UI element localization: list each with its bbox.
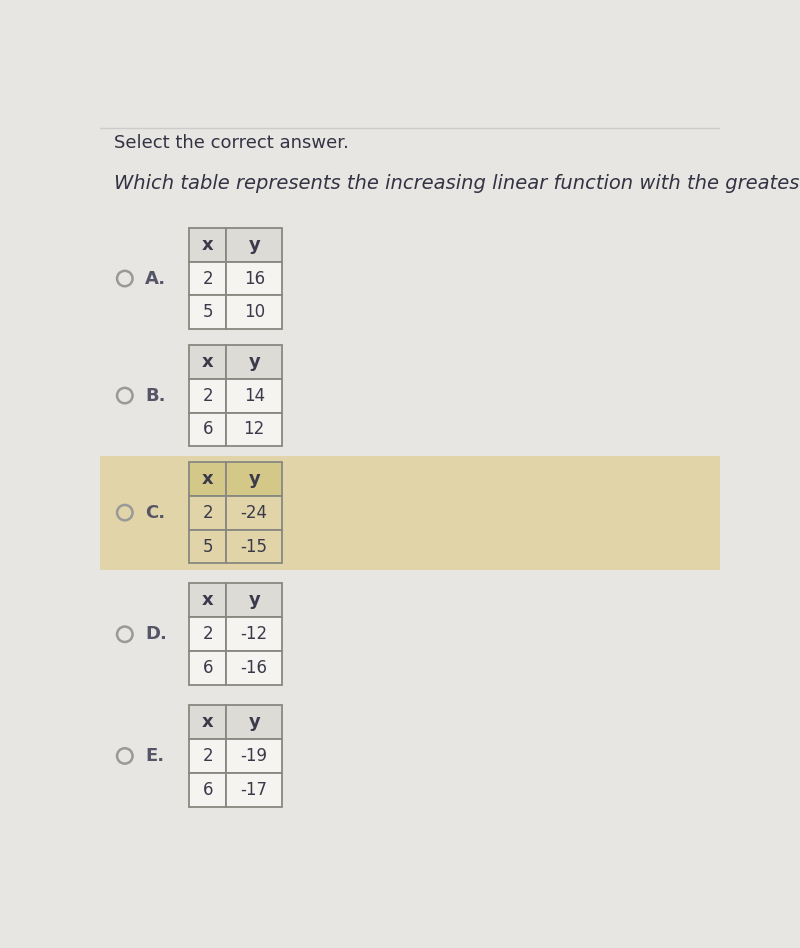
Bar	[226, 496, 282, 530]
Text: -16: -16	[241, 659, 268, 677]
Bar	[226, 462, 282, 496]
Text: 6: 6	[202, 659, 213, 677]
Text: D.: D.	[145, 626, 167, 644]
Text: 12: 12	[243, 421, 265, 439]
Text: B.: B.	[145, 387, 166, 405]
Bar	[226, 262, 282, 296]
Text: -12: -12	[241, 626, 268, 644]
Bar	[189, 651, 226, 685]
Bar	[189, 262, 226, 296]
Text: y: y	[248, 353, 260, 371]
Text: y: y	[248, 713, 260, 731]
Bar	[189, 583, 226, 617]
Text: x: x	[202, 592, 214, 610]
Text: 2: 2	[202, 269, 213, 287]
Bar	[189, 530, 226, 563]
Bar	[226, 617, 282, 651]
Bar	[226, 378, 282, 412]
Bar	[189, 296, 226, 329]
Text: -19: -19	[241, 747, 268, 765]
Text: 6: 6	[202, 421, 213, 439]
Bar	[189, 228, 226, 262]
Bar	[189, 345, 226, 378]
Bar	[226, 530, 282, 563]
Text: -15: -15	[241, 538, 268, 556]
Bar	[189, 773, 226, 807]
Text: Which table represents the increasing linear function with the greatest unit rat: Which table represents the increasing li…	[114, 173, 800, 192]
Text: 6: 6	[202, 781, 213, 799]
Text: Select the correct answer.: Select the correct answer.	[114, 134, 349, 152]
Text: 2: 2	[202, 747, 213, 765]
Bar	[226, 739, 282, 773]
Text: 16: 16	[244, 269, 265, 287]
Bar	[189, 462, 226, 496]
Text: y: y	[248, 592, 260, 610]
Bar	[189, 739, 226, 773]
Text: x: x	[202, 353, 214, 371]
Bar	[226, 651, 282, 685]
Text: y: y	[248, 470, 260, 487]
Bar	[189, 496, 226, 530]
Text: E.: E.	[145, 747, 164, 765]
Text: x: x	[202, 713, 214, 731]
Bar	[226, 228, 282, 262]
Text: -24: -24	[241, 503, 268, 521]
Text: y: y	[248, 236, 260, 254]
Bar	[226, 583, 282, 617]
Text: 5: 5	[202, 303, 213, 321]
Bar	[226, 296, 282, 329]
Text: 10: 10	[244, 303, 265, 321]
Bar	[189, 617, 226, 651]
Text: 14: 14	[244, 387, 265, 405]
Text: -17: -17	[241, 781, 268, 799]
Text: 2: 2	[202, 387, 213, 405]
Bar	[189, 705, 226, 739]
Text: x: x	[202, 236, 214, 254]
Bar	[226, 773, 282, 807]
Bar	[226, 705, 282, 739]
Text: A.: A.	[145, 269, 166, 287]
Text: C.: C.	[145, 503, 165, 521]
Bar	[226, 345, 282, 378]
Text: 2: 2	[202, 503, 213, 521]
Bar	[226, 412, 282, 447]
Text: 5: 5	[202, 538, 213, 556]
Text: x: x	[202, 470, 214, 487]
Bar	[189, 378, 226, 412]
Bar	[189, 412, 226, 447]
Text: 2: 2	[202, 626, 213, 644]
Bar	[100, 456, 720, 570]
